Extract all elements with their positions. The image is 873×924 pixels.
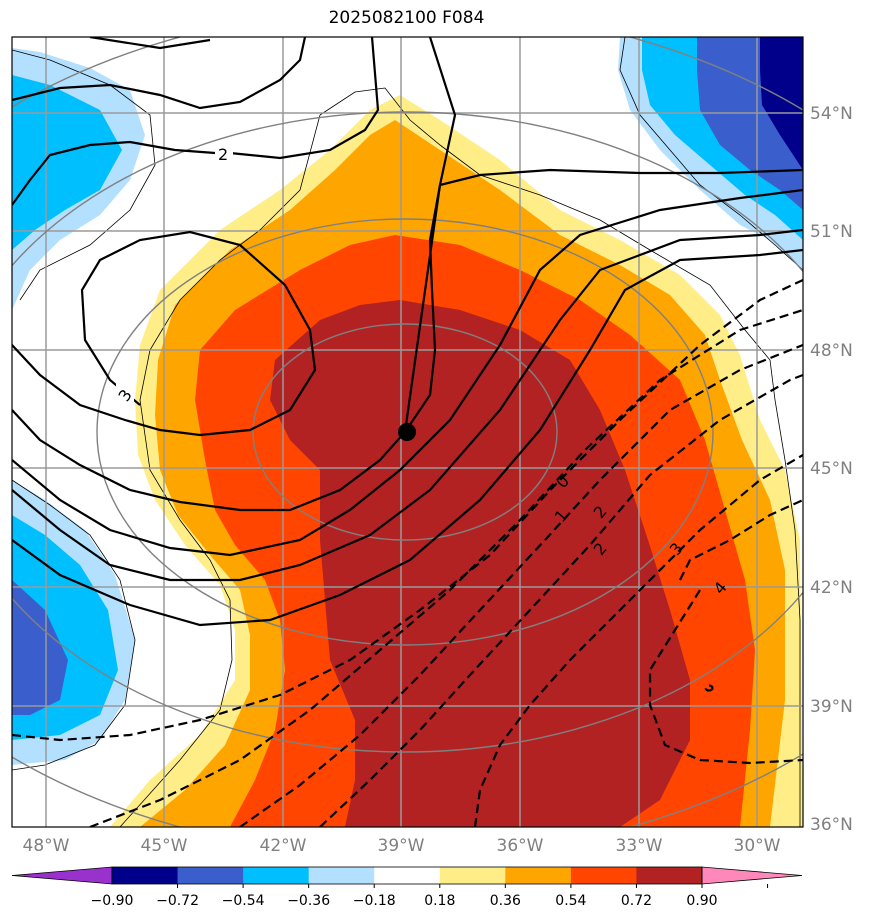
colorbar-extend-high bbox=[701, 866, 803, 885]
lat-label-48: 48°N bbox=[810, 341, 853, 361]
negative-anomaly-southwest bbox=[12, 480, 135, 765]
colorbar-tick-label: −0.36 bbox=[287, 893, 330, 909]
lon-label-30: 30°W bbox=[734, 836, 781, 856]
lon-label-48: 48°W bbox=[23, 836, 70, 856]
latitude-labels: 54°N 51°N 48°N 45°N 42°N 39°N 36°N bbox=[810, 104, 853, 835]
longitude-labels: 48°W 45°W 42°W 39°W 36°W 33°W 30°W bbox=[23, 836, 781, 856]
lat-label-45: 45°N bbox=[810, 459, 853, 479]
colorbar-segment bbox=[439, 867, 506, 884]
colorbar-outline bbox=[111, 866, 703, 885]
lon-label-39: 39°W bbox=[378, 836, 425, 856]
colorbar-tick-label: −0.90 bbox=[91, 893, 134, 909]
colorbar-tick-label: 0.90 bbox=[686, 893, 717, 909]
colorbar-tick-label: −0.18 bbox=[353, 893, 396, 909]
solid-contour-label-2: 2 bbox=[218, 145, 228, 164]
colorbar-tick-label: 0.36 bbox=[490, 893, 521, 909]
positive-anomaly-central bbox=[110, 95, 803, 827]
colorbar-tick-labels: −0.90 −0.72 −0.54 −0.36 −0.18 0.18 0.36 0.54 0.7… bbox=[91, 884, 769, 909]
lon-label-36: 36°W bbox=[497, 836, 544, 856]
colorbar-tick-label: 0.54 bbox=[555, 893, 586, 909]
colorbar-segment bbox=[243, 867, 310, 884]
colorbar bbox=[11, 866, 803, 885]
colorbar-tick-label: 0.72 bbox=[621, 893, 652, 909]
storm-center-marker bbox=[398, 423, 416, 441]
map-plot-area: 2 3 0 1 2 2 3 4 bbox=[12, 37, 803, 827]
solid-contours bbox=[12, 37, 803, 627]
distance-rings bbox=[12, 37, 803, 827]
lon-label-42: 42°W bbox=[260, 836, 307, 856]
lat-label-39: 39°N bbox=[810, 697, 853, 717]
colorbar-segment bbox=[570, 867, 637, 884]
lat-label-42: 42°N bbox=[810, 578, 853, 598]
colorbar-tick-label: −0.72 bbox=[156, 893, 199, 909]
lon-label-33: 33°W bbox=[616, 836, 663, 856]
colorbar-extend-low bbox=[11, 866, 113, 885]
colorbar-segment bbox=[112, 867, 179, 884]
lat-label-51: 51°N bbox=[810, 222, 853, 242]
colorbar-segment bbox=[308, 867, 375, 884]
lon-label-45: 45°W bbox=[141, 836, 188, 856]
colorbar-segment bbox=[177, 867, 244, 884]
lat-label-54: 54°N bbox=[810, 104, 853, 124]
colorbar-segment bbox=[636, 867, 703, 884]
colorbar-tick-label: 0.18 bbox=[424, 893, 455, 909]
colorbar-tick-label: −0.54 bbox=[222, 893, 265, 909]
dashed-contours bbox=[12, 279, 803, 827]
lat-label-36: 36°N bbox=[810, 815, 853, 835]
colorbar-segment bbox=[505, 867, 572, 884]
colorbar-segment bbox=[374, 867, 441, 884]
plot-frame bbox=[11, 36, 804, 828]
map-title: 2025082100 F084 bbox=[328, 8, 485, 28]
